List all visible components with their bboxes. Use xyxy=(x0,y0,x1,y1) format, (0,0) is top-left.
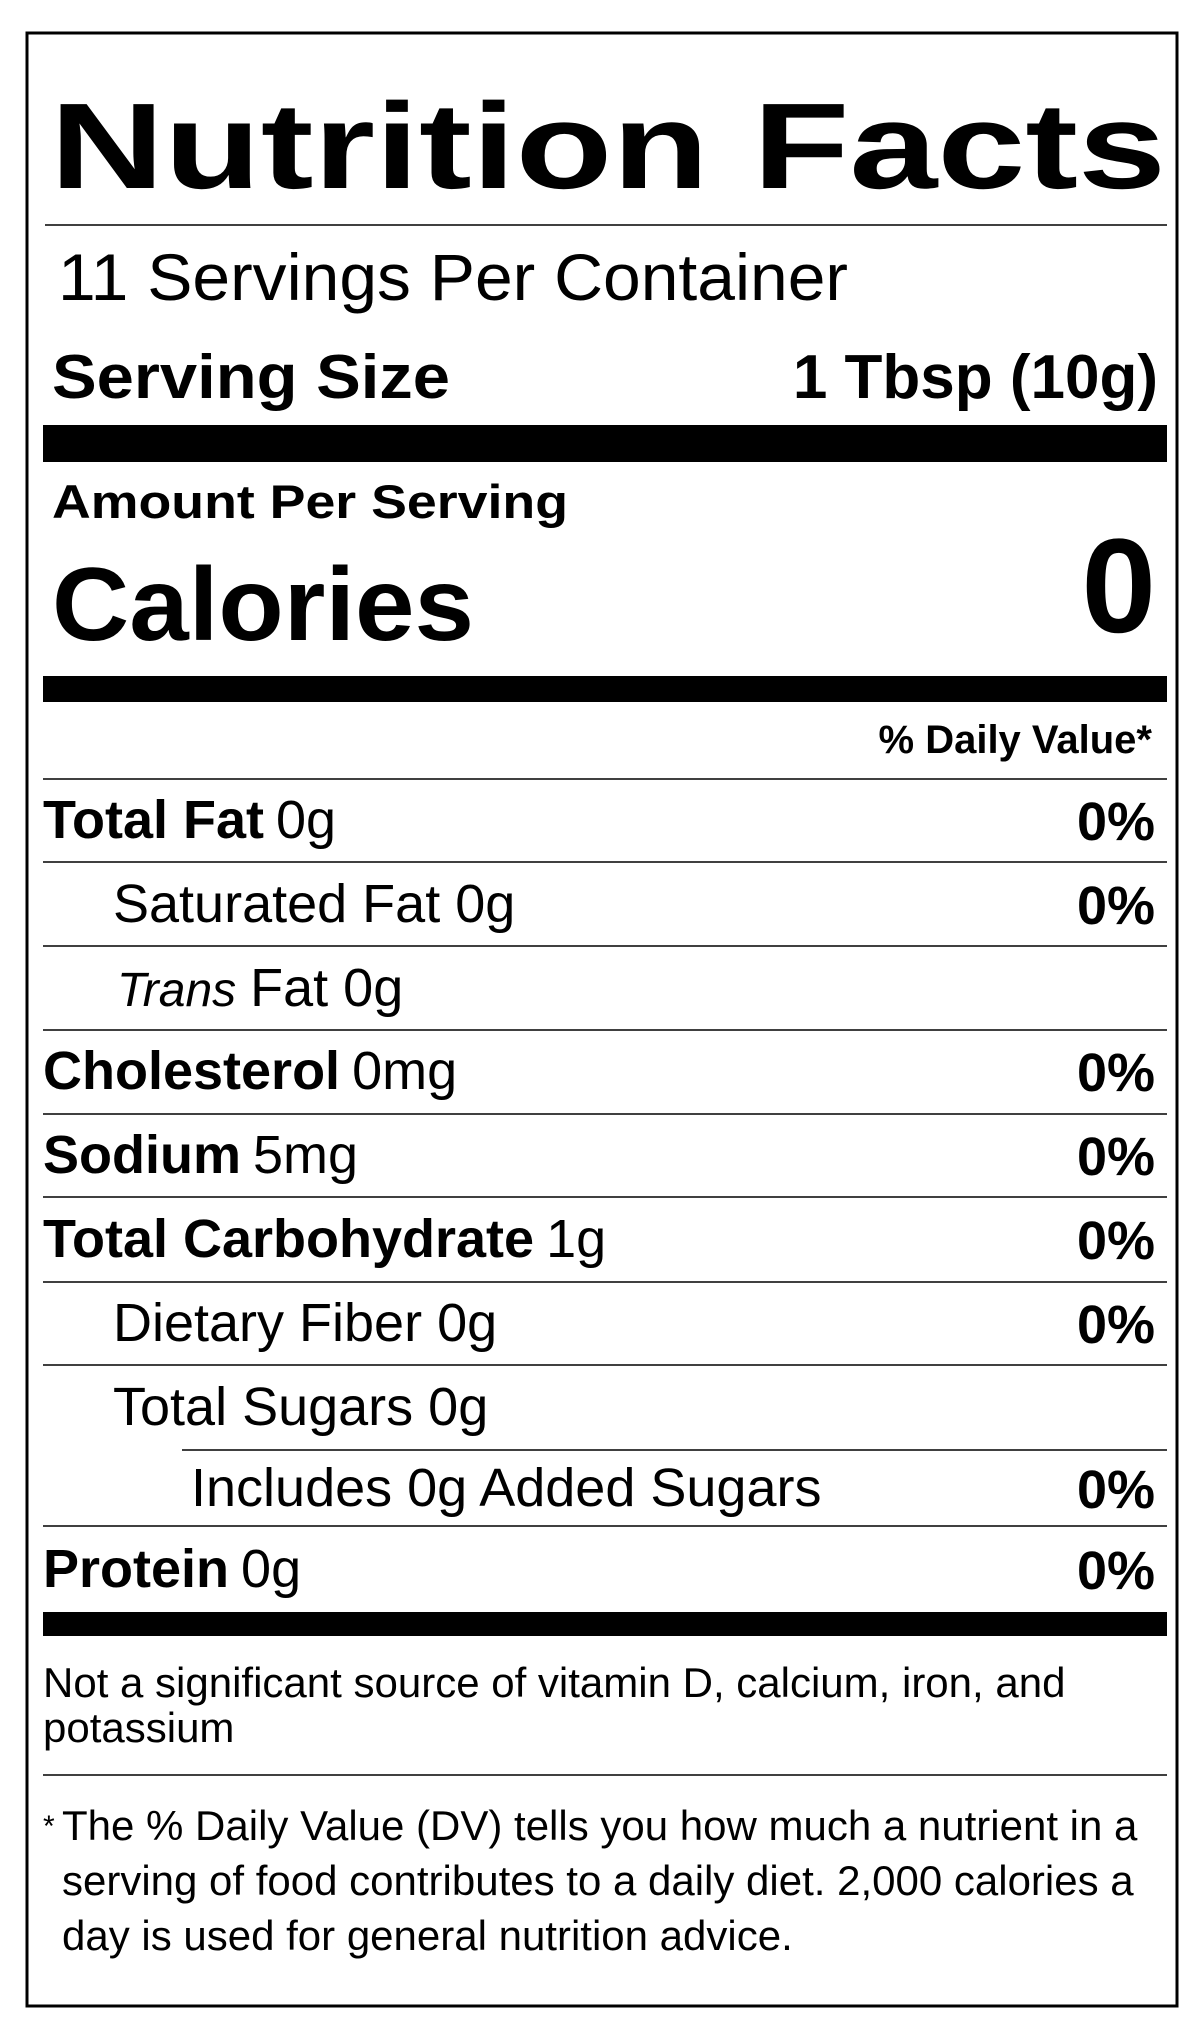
nutrient-amount: 0mg xyxy=(352,1041,457,1101)
daily-value: 0% xyxy=(1077,1127,1155,1187)
daily-value: 0% xyxy=(1077,1295,1155,1355)
nutrient-name: Total Fat xyxy=(43,790,264,850)
vitamin-note-line: potassium xyxy=(43,1704,234,1751)
label-border xyxy=(25,31,1179,2008)
thick-rule xyxy=(43,425,1167,462)
nutrient-name-italic: Trans xyxy=(117,964,236,1017)
nutrient-name: Dietary Fiber 0g xyxy=(113,1293,497,1353)
nutrient-name: Total Sugars 0g xyxy=(113,1377,488,1437)
amount-per-serving: Amount Per Serving xyxy=(52,475,568,528)
daily-value: 0% xyxy=(1077,1043,1155,1103)
nutrient-row: Cholesterol 0mg xyxy=(43,1041,457,1101)
nutrient-name: Cholesterol xyxy=(43,1041,340,1101)
nutrient-row: Sodium 5mg xyxy=(43,1125,358,1185)
daily-value-header: % Daily Value* xyxy=(879,718,1153,762)
serving-size-value: 1 Tbsp (10g) xyxy=(793,343,1158,412)
nutrient-amount: 1g xyxy=(546,1209,606,1269)
nutrient-amount: 5mg xyxy=(253,1125,358,1185)
vitamin-note-line: Not a significant source of vitamin D, c… xyxy=(43,1659,1065,1706)
dv-note-line: serving of food contributes to a daily d… xyxy=(62,1857,1134,1904)
daily-value: 0% xyxy=(1077,1211,1155,1271)
daily-value: 0% xyxy=(1077,792,1155,852)
thick-rule xyxy=(43,1612,1167,1636)
nutrient-row: Total Carbohydrate 1g xyxy=(43,1209,606,1269)
daily-value: 0% xyxy=(1077,1460,1155,1520)
daily-value: 0% xyxy=(1077,1541,1155,1601)
nutrient-row: Trans Fat 0g xyxy=(117,958,403,1018)
calories-label: Calories xyxy=(52,547,474,663)
nutrient-name: Sodium xyxy=(43,1125,241,1185)
nutrient-name: Includes 0g Added Sugars xyxy=(191,1458,821,1518)
nutrient-amount: 0g xyxy=(276,790,336,850)
nutrient-name: Fat 0g xyxy=(250,958,403,1018)
nutrient-row: Total Fat 0g xyxy=(43,790,336,850)
title: Nutrition Facts xyxy=(50,78,1166,214)
dv-note-line: The % Daily Value (DV) tells you how muc… xyxy=(62,1802,1138,1849)
nutrient-name: Protein xyxy=(43,1539,229,1599)
nutrient-name: Total Carbohydrate xyxy=(43,1209,534,1269)
servings: 11 Servings Per Container xyxy=(58,240,848,314)
dv-note-marker: * xyxy=(43,1810,55,1843)
nutrient-name: Saturated Fat 0g xyxy=(113,874,515,934)
daily-value: 0% xyxy=(1077,876,1155,936)
calories-value: 0 xyxy=(1081,512,1156,661)
nutrient-row: Protein 0g xyxy=(43,1539,301,1599)
dv-note-line: day is used for general nutrition advice… xyxy=(62,1912,793,1959)
nutrient-amount: 0g xyxy=(241,1539,301,1599)
serving-size-label: Serving Size xyxy=(52,343,450,412)
thick-rule xyxy=(43,676,1167,702)
